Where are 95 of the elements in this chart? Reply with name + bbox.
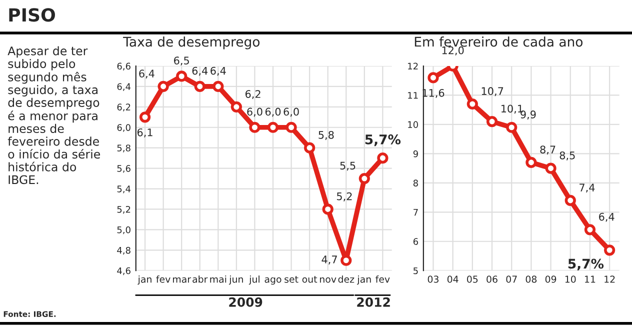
point: [545, 162, 556, 174]
text: 5,2: [336, 192, 352, 202]
text: 6,4: [599, 212, 614, 222]
y-tick-label: 5,2: [117, 206, 130, 214]
text: 6,5: [174, 56, 189, 66]
y-tick-label: 9: [413, 150, 418, 158]
y-tick-label: 8: [413, 180, 418, 186]
y-tick-label: 5,6: [117, 165, 130, 173]
x-tick-label: nov: [320, 277, 336, 283]
text: 8,7: [540, 146, 556, 155]
y-tick-label: 4,8: [117, 246, 130, 255]
x-tick-label: fev: [156, 275, 170, 283]
point: [564, 194, 576, 206]
y-tick-label: 6: [413, 238, 418, 245]
y-tick-label: 7: [414, 208, 418, 216]
y-tick-label: 11: [408, 92, 418, 99]
text: 2012: [357, 297, 390, 307]
point: [249, 122, 260, 133]
text: 6,4: [192, 66, 208, 76]
x-tick-label: jun: [228, 275, 243, 285]
x-tick-label: 06: [486, 276, 498, 283]
text: 4,7: [322, 256, 337, 264]
y-tick-label: 5,4: [117, 186, 131, 194]
x-tick-label: 04: [447, 276, 458, 283]
point: [194, 80, 206, 92]
x-tick-label: out: [302, 276, 318, 283]
x-tick-label: fev: [376, 275, 390, 283]
y-tick-label: 4,6: [117, 267, 130, 276]
y-tick-label: 5: [414, 267, 418, 274]
point: [466, 98, 478, 110]
point: [377, 152, 388, 164]
point: [526, 156, 537, 168]
text: 5,5: [340, 162, 356, 171]
x-tick-label: 08: [526, 276, 537, 283]
text: 12,0: [442, 46, 464, 56]
y-tick-label: 6,6: [117, 62, 130, 70]
point: [286, 122, 297, 133]
text: 6,4: [210, 66, 226, 76]
point: [584, 224, 596, 236]
y-tick-label: 6,0: [117, 124, 130, 132]
point: [212, 80, 224, 92]
x-tick-label: 12: [604, 276, 615, 283]
point: [230, 101, 242, 112]
point: [139, 112, 151, 123]
text: 6,0: [247, 108, 262, 117]
point: [322, 204, 334, 215]
chart-title: Taxa de desemprego: [123, 36, 260, 50]
text: 8,5: [560, 151, 575, 160]
x-tick-label: set: [284, 276, 298, 283]
point: [428, 72, 439, 84]
point: [340, 254, 352, 266]
text: 5,7%: [365, 134, 401, 146]
x-tick-label: abr: [192, 275, 208, 283]
y-tick-label: 6,4: [117, 83, 131, 91]
y-tick-label: 5,0: [117, 226, 130, 234]
text: 6,0: [265, 108, 281, 117]
point: [486, 116, 498, 128]
point: [176, 70, 188, 82]
x-tick-label: 10: [565, 276, 576, 283]
text: 9,9: [520, 110, 536, 120]
point: [158, 80, 169, 92]
text: 5,7%: [568, 258, 604, 270]
text: PISO: [9, 8, 55, 22]
text: 2009: [229, 297, 262, 307]
point: [358, 172, 370, 184]
x-tick-label: jul: [248, 275, 260, 285]
point: [506, 122, 518, 133]
x-tick-label: dez: [338, 275, 354, 283]
y-tick-label: 6,2: [117, 104, 130, 112]
text: 6,4: [139, 70, 154, 79]
x-tick-label: 05: [467, 276, 478, 283]
chart-title: Em fevereiro de cada ano: [414, 36, 583, 47]
x-tick-label: 07: [506, 276, 517, 283]
y-tick-label: 10: [408, 121, 418, 128]
text: 6,1: [137, 128, 152, 138]
x-tick-label: 03: [428, 276, 438, 283]
x-tick-label: ago: [264, 277, 282, 285]
text: 10,7: [482, 87, 504, 96]
text: 6,2: [245, 90, 260, 100]
point: [604, 244, 616, 256]
text: 6,0: [284, 108, 299, 117]
text: 7,4: [580, 184, 595, 193]
y-tick-label: 12: [408, 62, 418, 70]
x-tick-label: 09: [545, 276, 556, 283]
text: 5,8: [318, 131, 334, 140]
text: 10,1: [501, 104, 523, 114]
point: [267, 122, 279, 133]
x-tick-label: 11: [585, 276, 596, 283]
x-tick-label: jan: [138, 275, 152, 285]
x-tick-label: jan: [357, 275, 371, 285]
text: Apesar de ter subido pelo segundo mês seguido, a taxa de desemprego é a menor para meses de fevereiro desde o início da série histórica do IBGE.: [8, 46, 100, 184]
point: [304, 142, 316, 154]
x-tick-label: mai: [210, 275, 226, 283]
y-tick-label: 5,8: [117, 144, 130, 152]
x-tick-label: mar: [173, 277, 192, 283]
